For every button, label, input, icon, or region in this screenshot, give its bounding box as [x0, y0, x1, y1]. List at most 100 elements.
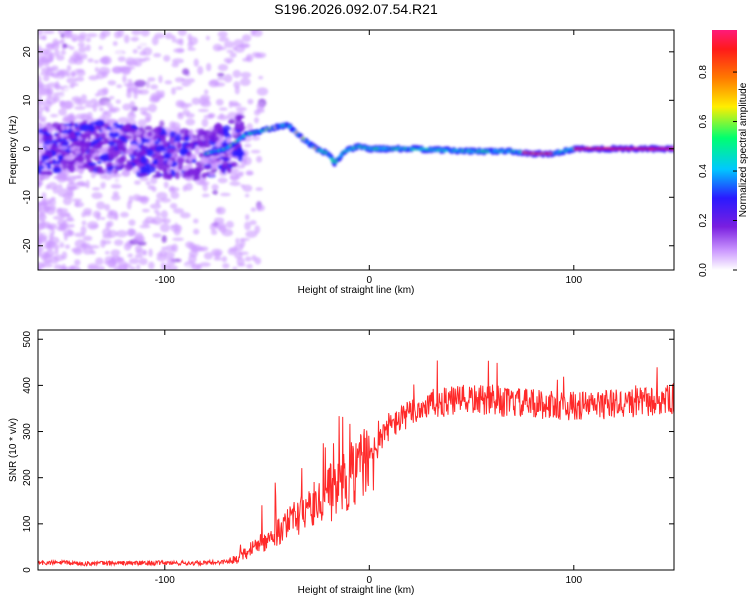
heatmap-cell	[159, 93, 164, 99]
heatmap-cell	[47, 223, 58, 230]
heatmap-cell	[96, 212, 101, 221]
heatmap-cell	[185, 118, 196, 126]
heatmap-cell	[199, 94, 211, 102]
heatmap-cell	[188, 129, 194, 137]
heatmap-cell	[70, 83, 79, 87]
heatmap-cell	[59, 159, 68, 165]
heatmap-cell	[205, 35, 210, 41]
heatmap-cell	[193, 228, 200, 235]
heatmap-cell	[200, 156, 208, 165]
heatmap-cell	[229, 172, 240, 182]
heatmap-cell	[130, 157, 135, 161]
heatmap-cell	[57, 184, 63, 190]
snr-y-axis-label: SNR (10 * v/v)	[8, 418, 19, 482]
heatmap-cell	[155, 90, 162, 94]
heatmap-cell	[125, 148, 133, 155]
heatmap-cell	[76, 69, 86, 77]
heatmap-cell	[91, 182, 100, 186]
heatmap-cell	[54, 80, 60, 89]
heatmap-cell	[211, 184, 219, 191]
heatmap-cell	[88, 75, 99, 81]
heatmap-cell	[114, 179, 124, 185]
heatmap-cell	[237, 171, 245, 176]
heatmap-cell	[187, 164, 193, 168]
heatmap-cell	[155, 212, 161, 217]
heatmap-cell	[102, 234, 113, 240]
heatmap-cell	[214, 82, 226, 87]
heatmap-cell	[116, 138, 123, 147]
heatmap-cell	[170, 224, 183, 233]
heatmap-cell	[69, 146, 76, 151]
heatmap-cell	[68, 181, 75, 185]
heatmap-cell	[255, 52, 267, 59]
heatmap-cell	[58, 145, 69, 150]
heatmap-cell	[38, 80, 44, 89]
heatmap-cell	[87, 58, 94, 63]
heatmap-cell	[139, 195, 149, 205]
heatmap-cell	[134, 180, 141, 185]
snr-x-axis-label: Height of straight line (km)	[298, 585, 415, 596]
heatmap-cell	[43, 50, 52, 56]
heatmap-cell	[63, 123, 73, 127]
heatmap-cell	[68, 186, 81, 190]
heatmap-cell	[133, 60, 142, 67]
heatmap-cell	[87, 162, 97, 167]
heatmap-cell	[149, 220, 158, 224]
heatmap-cell	[249, 220, 257, 226]
heatmap-cell	[47, 134, 54, 142]
heatmap-cell	[38, 164, 45, 171]
heatmap-cell	[194, 140, 204, 144]
heatmap-cell	[69, 131, 75, 139]
heatmap-cell	[168, 136, 174, 145]
heatmap-cell	[147, 77, 156, 82]
heatmap-cell	[52, 166, 62, 174]
spectrogram-y-tick-label: -10	[22, 190, 33, 205]
heatmap-cell	[38, 175, 44, 182]
heatmap-cell	[127, 78, 133, 84]
heatmap-cell	[131, 30, 142, 36]
heatmap-cell	[168, 185, 176, 194]
heatmap-cell	[240, 71, 252, 79]
heatmap-cell	[224, 183, 233, 192]
heatmap-cell	[55, 160, 61, 165]
heatmap-cell	[38, 155, 41, 162]
heatmap-cell	[187, 84, 193, 93]
heatmap-cell	[137, 119, 147, 128]
heatmap-cell	[44, 59, 54, 63]
heatmap-cell	[179, 128, 190, 135]
heatmap-cell	[166, 172, 173, 180]
heatmap-cell	[128, 219, 136, 226]
heatmap-cell	[210, 155, 217, 162]
heatmap-cell	[245, 214, 250, 221]
heatmap-cell	[210, 229, 218, 236]
heatmap-cell	[162, 218, 171, 224]
spectrogram-y-tick-label: 10	[22, 94, 33, 106]
heatmap-cell	[94, 132, 100, 141]
heatmap-cell	[122, 75, 127, 83]
heatmap-cell	[227, 248, 237, 256]
heatmap-cell	[113, 265, 123, 270]
heatmap-cell	[251, 135, 261, 141]
heatmap-cell	[126, 87, 132, 94]
heatmap-cell	[85, 179, 90, 189]
heatmap-cell	[228, 118, 236, 125]
heatmap-cell	[236, 165, 246, 169]
heatmap-cell	[217, 72, 225, 77]
heatmap-cell	[109, 151, 116, 160]
heatmap-cell	[138, 172, 148, 178]
heatmap-cell	[152, 174, 162, 179]
heatmap-cell	[45, 184, 51, 190]
heatmap-cell	[100, 239, 106, 248]
heatmap-cell	[209, 162, 217, 170]
heatmap-cell	[215, 206, 226, 215]
heatmap-cell	[87, 136, 92, 141]
heatmap-cell	[92, 187, 101, 191]
colorbar-label: Normalized spectral amplitude	[738, 82, 749, 217]
heatmap-cell	[38, 54, 45, 63]
heatmap-cell	[191, 158, 197, 164]
heatmap-cell	[204, 89, 209, 95]
snr-frame	[37, 329, 675, 571]
heatmap-cell	[126, 253, 134, 258]
heatmap-cell	[86, 221, 99, 230]
heatmap-cell	[60, 50, 66, 56]
